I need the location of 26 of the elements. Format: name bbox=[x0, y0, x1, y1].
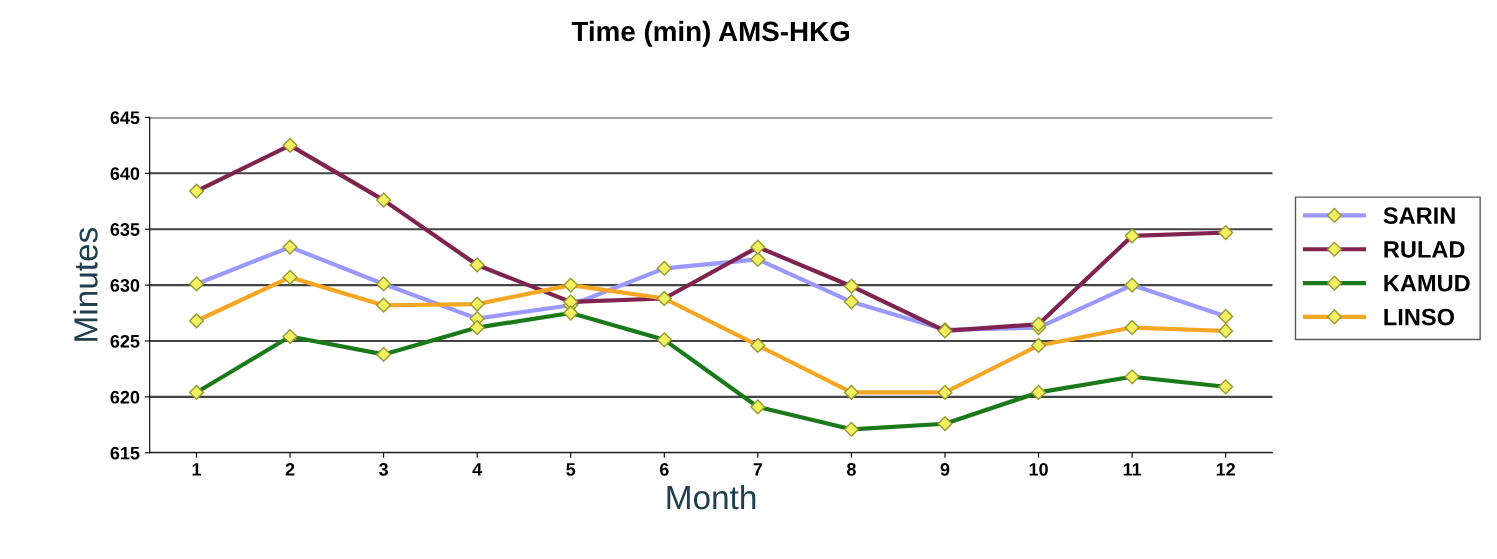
x-tick-label: 9 bbox=[940, 462, 950, 476]
y-axis-title: Minutes bbox=[73, 227, 98, 341]
legend-label: RULAD bbox=[1384, 241, 1465, 258]
legend-label: KAMUD bbox=[1384, 275, 1470, 292]
x-tick-label: 12 bbox=[1216, 462, 1235, 476]
legend-label: SARIN bbox=[1383, 207, 1455, 224]
x-tick-label: 10 bbox=[1029, 462, 1048, 476]
y-tick-label: 615 bbox=[110, 446, 140, 460]
y-tick-label: 630 bbox=[110, 279, 140, 292]
x-tick-label: 7 bbox=[753, 463, 763, 476]
x-tick-label: 8 bbox=[846, 462, 856, 476]
x-tick-label: 4 bbox=[472, 463, 483, 476]
legend-label: LINSO bbox=[1384, 308, 1454, 326]
x-tick-label: 6 bbox=[659, 462, 669, 476]
x-axis-title: Month bbox=[667, 484, 756, 510]
x-tick-label: 5 bbox=[566, 463, 576, 476]
x-tick-label: 1 bbox=[192, 463, 201, 476]
y-tick-label: 625 bbox=[110, 334, 140, 348]
x-tick-label: 11 bbox=[1123, 463, 1142, 476]
y-tick-label: 635 bbox=[110, 223, 140, 236]
x-tick-label: 3 bbox=[379, 462, 388, 476]
x-tick-label: 2 bbox=[285, 462, 295, 476]
y-tick-label: 640 bbox=[110, 167, 140, 181]
chart-title: Time (min) AMS-HKG bbox=[571, 20, 850, 47]
y-tick-label: 645 bbox=[110, 111, 140, 125]
y-tick-label: 620 bbox=[110, 390, 140, 404]
